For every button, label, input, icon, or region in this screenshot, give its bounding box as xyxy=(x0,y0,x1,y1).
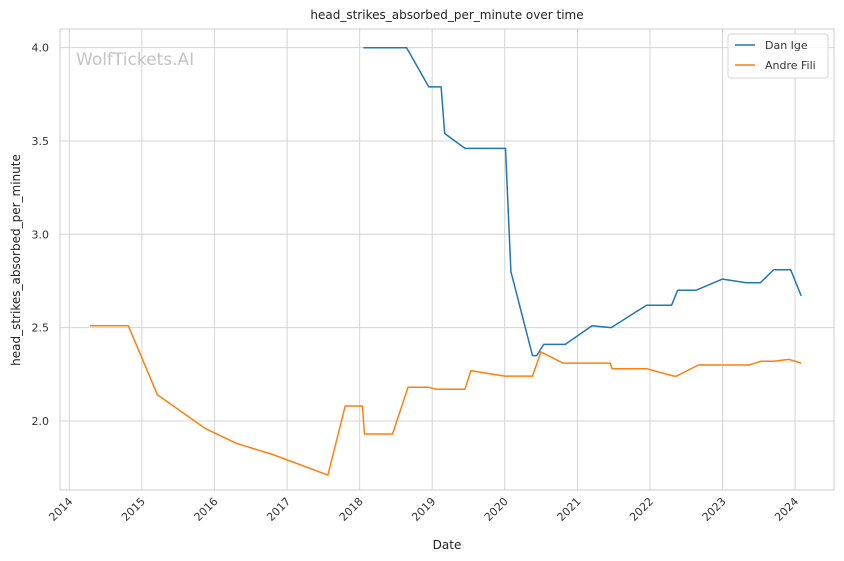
y-tick-label: 2.5 xyxy=(32,322,50,335)
y-tick-label: 4.0 xyxy=(32,42,50,55)
x-tick-label: 2016 xyxy=(192,495,221,524)
x-tick-label: 2022 xyxy=(627,495,656,524)
y-tick-label: 3.0 xyxy=(32,228,50,241)
plot-area xyxy=(59,28,835,491)
watermark: WolfTickets.AI xyxy=(76,50,194,70)
x-tick-label: 2017 xyxy=(264,495,293,524)
x-ticks: 2014 2015 2016 2017 2018 2019 2020 2021 2022 2023… xyxy=(46,495,801,524)
legend-label-andre-fili: Andre Fili xyxy=(765,59,816,72)
x-tick-label: 2023 xyxy=(700,495,729,524)
x-axis-label: Date xyxy=(433,538,462,552)
x-tick-label: 2019 xyxy=(409,495,438,524)
series-layer xyxy=(90,46,802,476)
series-line-andre-fili xyxy=(90,325,802,476)
y-axis-label: head_strikes_absorbed_per_minute xyxy=(9,154,23,366)
y-tick-label: 2.0 xyxy=(32,415,50,428)
x-tick-label: 2024 xyxy=(772,495,801,524)
chart-title: head_strikes_absorbed_per_minute over ti… xyxy=(310,8,583,22)
legend-label-dan-ige: Dan Ige xyxy=(765,39,808,52)
x-tick-label: 2018 xyxy=(337,495,366,524)
x-tick-label: 2014 xyxy=(46,495,75,524)
y-ticks: 2.0 2.5 3.0 3.5 4.0 xyxy=(32,42,50,428)
legend: Dan Ige Andre Fili xyxy=(727,33,829,79)
series-line-dan-ige xyxy=(363,46,802,357)
y-tick-label: 3.5 xyxy=(32,135,50,148)
x-tick-label: 2015 xyxy=(119,495,148,524)
grid xyxy=(60,29,834,490)
x-tick-label: 2020 xyxy=(482,495,511,524)
x-tick-label: 2021 xyxy=(555,495,584,524)
